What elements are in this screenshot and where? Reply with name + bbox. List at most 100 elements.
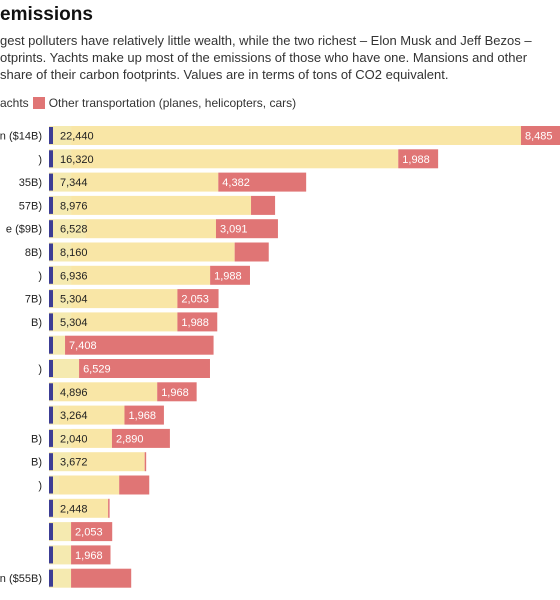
bar-transport: [111, 428, 170, 448]
row-label: 8B): [25, 247, 42, 259]
bar-transport: [157, 382, 197, 402]
legend-yacht-label: achts: [0, 96, 29, 110]
bar-mansion-marker: [49, 196, 53, 214]
bar-yacht: [71, 428, 112, 448]
row-label: ): [38, 154, 42, 166]
bar-yacht-value: 3,672: [60, 457, 88, 469]
subtitle-line-3: share of their carbon footprints. Values…: [0, 67, 449, 82]
bar-mansion-marker: [49, 476, 53, 494]
bar-yacht: [59, 475, 120, 495]
bar-transport-value: 2,890: [116, 433, 144, 445]
bar-transport: [520, 126, 560, 145]
bar-mansion-other: [49, 289, 72, 309]
bar-transport-value: 2,053: [75, 527, 103, 539]
bar-mansion-marker: [49, 336, 53, 354]
row-label: n ($55B): [0, 573, 42, 585]
bar-transport: [215, 219, 278, 239]
bar-transport-edge: [144, 452, 147, 472]
row-label: 57B): [19, 200, 42, 212]
bar-yacht: [71, 126, 521, 145]
bar-transport-value: 7,408: [69, 340, 97, 352]
bar-mansion-other: [49, 475, 60, 495]
bar-mansion-other: [49, 172, 72, 192]
bar-transport: [65, 335, 214, 355]
row-label: ): [38, 364, 42, 376]
bar-transport: [398, 149, 439, 169]
bar-transport: [251, 195, 276, 215]
bar-mansion-other: [49, 312, 72, 332]
bar-transport: [71, 522, 113, 542]
row-label: 35B): [19, 177, 42, 189]
bar-yacht: [71, 265, 211, 285]
bar-transport: [218, 172, 307, 192]
row-label: B): [31, 317, 42, 329]
bar-transport-value: 8,485: [525, 131, 553, 143]
bar-mansion-marker: [49, 150, 53, 168]
bar-mansion-marker: [49, 523, 53, 541]
bar-transport: [177, 289, 219, 309]
row-label: e ($9B): [6, 224, 42, 236]
bar-transport-value: 1,968: [128, 410, 156, 422]
legend-transport-label: Other transportation (planes, helicopter…: [48, 96, 297, 110]
bar-mansion-marker: [49, 266, 53, 284]
bar-mansion-other: [49, 219, 86, 239]
bar-mansion-other: [49, 195, 72, 215]
bar-yacht-value: 7,344: [60, 177, 88, 189]
legend-transport-swatch: [32, 97, 45, 109]
row-label: ): [38, 270, 42, 282]
bar-yacht-value: 2,448: [60, 503, 88, 515]
bar-yacht: [71, 149, 399, 169]
bar-yacht-value: 4,896: [60, 387, 88, 399]
bar-yacht-value: 6,936: [60, 270, 88, 282]
bar-mansion-other: [49, 522, 72, 542]
bar-yacht: [85, 219, 216, 239]
bar-mansion-other: [49, 452, 72, 472]
bar-yacht-value: 8,160: [60, 247, 88, 259]
bar-mansion-other: [49, 359, 80, 378]
bar-mansion-marker: [49, 173, 53, 191]
bar-transport-value: 1,968: [75, 550, 103, 562]
bar-yacht-value: 5,304: [60, 317, 88, 329]
bar-mansion-marker: [49, 499, 53, 517]
bar-transport: [234, 242, 269, 262]
bar-mansion-marker: [49, 569, 53, 587]
bar-transport: [79, 359, 210, 378]
bar-transport: [119, 475, 150, 495]
bar-mansion-other: [49, 545, 72, 565]
bar-yacht: [71, 242, 235, 262]
bar-mansion-other: [49, 568, 72, 588]
bar-transport-value: 2,053: [181, 294, 209, 306]
bar-transport: [124, 405, 164, 425]
bar-transport: [71, 545, 111, 565]
bar-transport: [210, 265, 250, 285]
bar-yacht: [59, 405, 125, 425]
bar-mansion-other: [49, 498, 60, 518]
bar-yacht: [71, 195, 252, 215]
bar-yacht: [71, 289, 178, 309]
bar-mansion-marker: [49, 406, 53, 424]
bar-yacht-value: 3,264: [60, 410, 88, 422]
bar-transport: [177, 312, 218, 332]
bar-mansion-other: [49, 382, 60, 402]
subtitle-line-2: otprints. Yachts make up most of the emi…: [0, 50, 528, 65]
row-label: n ($14B): [0, 131, 42, 143]
bar-mansion-marker: [49, 313, 53, 331]
bar-transport-edge: [108, 498, 110, 518]
bar-transport-value: 3,091: [220, 224, 248, 236]
bar-transport-value: 4,382: [222, 177, 250, 189]
bar-mansion-marker: [49, 290, 53, 308]
bar-yacht: [71, 172, 219, 192]
bar-mansion-marker: [49, 220, 53, 238]
row-label: B): [31, 457, 42, 469]
bar-transport-value: 1,988: [214, 270, 242, 282]
bar-yacht: [59, 382, 158, 402]
bar-yacht: [71, 452, 145, 472]
bar-mansion-marker: [49, 429, 53, 447]
chart-subtitle: gest polluters have relatively little we…: [0, 32, 560, 83]
bar-yacht-value: 6,528: [60, 224, 88, 236]
bar-transport-value: 6,529: [83, 364, 111, 376]
bar-yacht: [59, 498, 109, 518]
bar-transport-value: 1,968: [161, 387, 189, 399]
bar-mansion-other: [49, 335, 66, 355]
